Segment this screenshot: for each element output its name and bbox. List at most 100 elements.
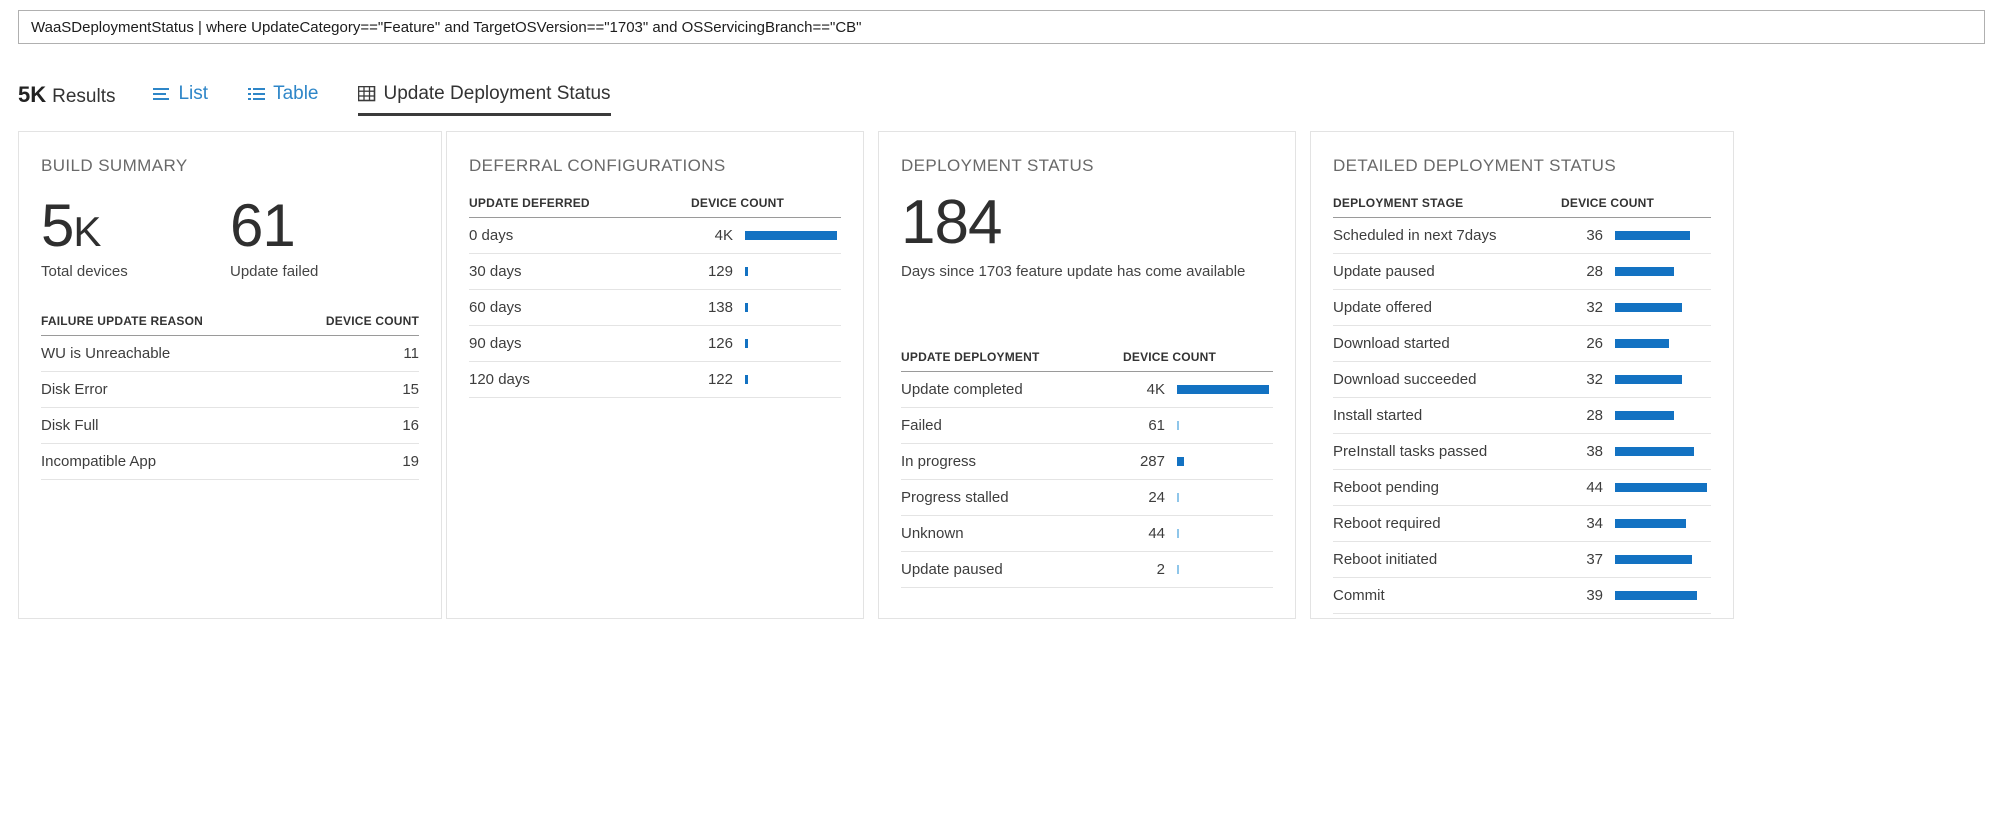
list-icon (153, 86, 171, 102)
row-label: Update paused (1333, 263, 1435, 280)
stat-value: 5K (41, 192, 101, 259)
row-count: 44 (1586, 479, 1603, 496)
row-label: Scheduled in next 7days (1333, 227, 1497, 244)
table-row[interactable]: Incompatible App 19 (41, 444, 419, 480)
grid-table-icon (358, 86, 376, 102)
row-bar (1603, 339, 1711, 348)
table-icon (248, 86, 266, 102)
table-row[interactable]: WU is Unreachable 11 (41, 336, 419, 372)
row-label: 30 days (469, 263, 522, 280)
results-label: Results (52, 86, 116, 107)
row-count: 32 (1586, 299, 1603, 316)
row-count: 36 (1586, 227, 1603, 244)
table-row[interactable]: Reboot required 34 (1333, 506, 1711, 542)
table-row[interactable]: 60 days 138 (469, 290, 841, 326)
build-summary-stats: 5K Total devices 61 Update failed (41, 194, 419, 280)
row-label: Reboot initiated (1333, 551, 1438, 568)
query-input[interactable]: WaaSDeploymentStatus | where UpdateCateg… (18, 10, 1985, 44)
table-row[interactable]: Progress stalled 24 (901, 480, 1273, 517)
row-count: 11 (403, 345, 419, 362)
table-row[interactable]: Download succeeded 32 (1333, 362, 1711, 398)
tab-update-deployment-status[interactable]: Update Deployment Status (358, 83, 611, 116)
table-row[interactable]: Disk Full 16 (41, 408, 419, 444)
tab-list-label: List (178, 83, 209, 104)
results-count: 5K (18, 82, 47, 107)
row-label: 90 days (469, 335, 522, 352)
table-row[interactable]: Update paused 2 (901, 552, 1273, 589)
table-row[interactable]: Update completed 4K (901, 372, 1273, 409)
row-count: 129 (707, 263, 733, 280)
card-deferral-configurations: DEFERRAL CONFIGURATIONS UPDATE DEFERRED … (446, 131, 864, 619)
row-bar (1603, 411, 1711, 420)
card-deployment-status: DEPLOYMENT STATUS 184 Days since 1703 fe… (878, 131, 1296, 619)
table-row[interactable]: Scheduled in next 7days 36 (1333, 218, 1711, 254)
stat-label: Total devices (41, 263, 128, 280)
rows-container: Update completed 4K Failed 61 In progress 287… (901, 372, 1273, 589)
table-row[interactable]: Update offered 32 (1333, 290, 1711, 326)
cards-row: BUILD SUMMARY 5K Total devices 61 Update… (18, 131, 1985, 619)
row-bar (1165, 385, 1273, 395)
rows-container: Scheduled in next 7days 36 Update paused 28… (1333, 218, 1711, 614)
results-count-group: 5K Results (18, 82, 115, 116)
table-row[interactable]: Install started 28 (1333, 398, 1711, 434)
deployment-stage-table: DEPLOYMENT STAGE DEVICE COUNT Scheduled … (1333, 188, 1711, 614)
row-label: Incompatible App (41, 453, 157, 470)
row-count: 16 (402, 417, 419, 434)
tab-table[interactable]: Table (248, 83, 318, 116)
column-header-device-count: DEVICE COUNT (1561, 195, 1655, 210)
table-row[interactable]: Reboot initiated 37 (1333, 542, 1711, 578)
stat-update-failed: 61 Update failed (230, 194, 419, 280)
row-bar (1603, 303, 1711, 312)
card-title: DEFERRAL CONFIGURATIONS (469, 156, 726, 175)
row-label: Update completed (901, 381, 1023, 399)
row-bar (1603, 555, 1711, 564)
row-bar (1603, 267, 1711, 276)
table-row[interactable]: Reboot pending 44 (1333, 470, 1711, 506)
column-header-update-deployment: UPDATE DEPLOYMENT (901, 349, 1040, 364)
row-bar (1165, 493, 1273, 503)
table-header: FAILURE UPDATE REASON DEVICE COUNT (41, 306, 419, 336)
table-row[interactable]: Update paused 28 (1333, 254, 1711, 290)
row-label: Disk Full (41, 417, 99, 434)
table-row[interactable]: 0 days 4K (469, 218, 841, 254)
table-row[interactable]: Commit 39 (1333, 578, 1711, 614)
row-bar (1603, 375, 1711, 384)
card-title: DEPLOYMENT STATUS (901, 156, 1094, 175)
row-count: 4K (714, 227, 733, 244)
row-bar (1165, 565, 1273, 575)
row-count: 28 (1586, 263, 1603, 280)
row-bar (1165, 457, 1273, 467)
row-label: Download succeeded (1333, 371, 1477, 388)
table-row[interactable]: 90 days 126 (469, 326, 841, 362)
table-row[interactable]: Unknown 44 (901, 516, 1273, 553)
stat-label: Update failed (230, 263, 319, 280)
row-count: 24 (1148, 489, 1165, 507)
card-detailed-deployment-status: DETAILED DEPLOYMENT STATUS DEPLOYMENT ST… (1310, 131, 1734, 619)
row-bar (733, 267, 841, 276)
table-row[interactable]: Disk Error 15 (41, 372, 419, 408)
row-count: 126 (707, 335, 733, 352)
update-deployment-table: UPDATE DEPLOYMENT DEVICE COUNT Update co… (901, 342, 1273, 589)
row-label: Reboot pending (1333, 479, 1439, 496)
table-row[interactable]: 120 days 122 (469, 362, 841, 398)
row-label: Reboot required (1333, 515, 1441, 532)
table-row[interactable]: 30 days 129 (469, 254, 841, 290)
table-row[interactable]: PreInstall tasks passed 38 (1333, 434, 1711, 470)
row-count: 2 (1156, 561, 1165, 579)
row-label: Update paused (901, 561, 1003, 579)
row-bar (733, 231, 841, 240)
card-title: BUILD SUMMARY (41, 156, 188, 175)
card-subtitle: Days since 1703 feature update has come … (901, 263, 1246, 281)
tab-update-deployment-status-label: Update Deployment Status (383, 83, 611, 104)
row-label: Download started (1333, 335, 1450, 352)
column-header-device-count: DEVICE COUNT (1123, 349, 1217, 364)
tab-list[interactable]: List (153, 83, 208, 116)
row-bar (1165, 529, 1273, 539)
table-row[interactable]: Failed 61 (901, 408, 1273, 445)
table-row[interactable]: Download started 26 (1333, 326, 1711, 362)
column-header-device-count: DEVICE COUNT (325, 313, 419, 328)
row-count: 37 (1586, 551, 1603, 568)
row-bar (1603, 231, 1711, 240)
row-count: 61 (1148, 417, 1165, 435)
table-row[interactable]: In progress 287 (901, 444, 1273, 481)
